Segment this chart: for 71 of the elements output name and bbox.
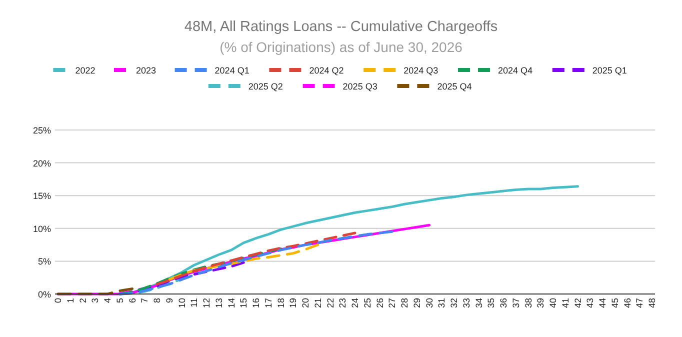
x-tick-label: 48 bbox=[647, 298, 657, 308]
x-tick-label: 15 bbox=[238, 298, 249, 308]
x-tick-label: 47 bbox=[634, 298, 645, 308]
line-series bbox=[156, 232, 356, 286]
y-tick-label: 10% bbox=[32, 224, 51, 234]
x-tick-label: 45 bbox=[610, 298, 620, 308]
x-tick-label: 28 bbox=[400, 298, 410, 308]
x-tick-label: 1 bbox=[65, 298, 76, 304]
x-tick-label: 32 bbox=[449, 298, 459, 308]
legend-label: 2024 Q2 bbox=[309, 66, 344, 76]
legend-label: 2022 bbox=[75, 66, 96, 76]
x-tick-label: 24 bbox=[350, 298, 360, 308]
x-tick-label: 3 bbox=[90, 298, 100, 304]
chart-subtitle: (% of Originations) as of June 30, 2026 bbox=[220, 39, 463, 55]
x-tick-label: 34 bbox=[474, 298, 484, 308]
x-tick-label: 46 bbox=[622, 298, 632, 308]
x-tick-label: 37 bbox=[510, 298, 521, 308]
x-tick-label: 36 bbox=[498, 298, 508, 308]
x-tick-label: 30 bbox=[424, 298, 434, 308]
line-series bbox=[168, 244, 320, 281]
x-tick-label: 38 bbox=[523, 298, 534, 308]
line-series bbox=[118, 247, 282, 296]
legend-label: 2024 Q1 bbox=[214, 66, 250, 76]
legend-label: 2025 Q4 bbox=[437, 82, 472, 92]
x-tick-label: 10 bbox=[176, 298, 187, 308]
x-tick-label: 20 bbox=[300, 298, 310, 308]
x-tick-label: 42 bbox=[572, 298, 583, 308]
legend-label: 2025 Q3 bbox=[342, 82, 378, 92]
legend-label: 2025 Q1 bbox=[592, 66, 627, 76]
legend-label: 2025 Q2 bbox=[248, 82, 283, 92]
x-tick-label: 11 bbox=[189, 298, 200, 308]
x-tick-label: 2 bbox=[78, 298, 88, 304]
x-tick-label: 7 bbox=[140, 298, 150, 304]
x-tick-label: 40 bbox=[548, 298, 558, 308]
x-tick-label: 25 bbox=[362, 298, 372, 308]
x-tick-label: 33 bbox=[461, 298, 472, 308]
y-tick-label: 15% bbox=[32, 191, 51, 202]
x-tick-label: 43 bbox=[585, 298, 596, 308]
x-tick-label: 14 bbox=[226, 298, 236, 308]
legend-label: 2024 Q3 bbox=[404, 66, 438, 76]
x-tick-label: 12 bbox=[202, 298, 212, 308]
x-tick-label: 21 bbox=[312, 298, 323, 308]
x-tick-label: 35 bbox=[486, 298, 496, 308]
x-tick-label: 22 bbox=[325, 298, 336, 308]
line-series bbox=[118, 230, 394, 296]
x-tick-label: 26 bbox=[374, 298, 385, 308]
chart-title: 48M, All Ratings Loans -- Cumulative Chargeoffs bbox=[184, 19, 498, 35]
x-tick-label: 0 bbox=[53, 298, 63, 304]
y-tick-label: 5% bbox=[38, 256, 51, 267]
x-tick-label: 8 bbox=[152, 298, 162, 304]
x-tick-label: 27 bbox=[387, 298, 398, 308]
x-tick-label: 5 bbox=[114, 298, 125, 304]
x-tick-label: 19 bbox=[288, 298, 298, 308]
x-tick-label: 39 bbox=[536, 298, 546, 308]
x-tick-label: 23 bbox=[338, 298, 348, 308]
legend-label: 2023 bbox=[136, 66, 156, 76]
y-tick-label: 25% bbox=[32, 126, 51, 136]
x-tick-label: 13 bbox=[214, 298, 224, 308]
x-tick-label: 29 bbox=[412, 298, 422, 308]
x-tick-label: 4 bbox=[102, 298, 112, 304]
x-tick-label: 44 bbox=[598, 298, 608, 308]
y-tick-label: 20% bbox=[32, 158, 51, 168]
legend-label: 2024 Q4 bbox=[498, 66, 533, 76]
x-tick-label: 18 bbox=[276, 298, 286, 308]
x-tick-label: 17 bbox=[263, 298, 274, 308]
x-tick-label: 31 bbox=[436, 298, 447, 308]
y-tick-label: 0% bbox=[38, 290, 51, 300]
x-tick-label: 6 bbox=[127, 298, 138, 304]
x-tick-label: 9 bbox=[164, 298, 174, 304]
x-tick-label: 16 bbox=[251, 298, 261, 308]
x-tick-label: 41 bbox=[560, 298, 570, 308]
